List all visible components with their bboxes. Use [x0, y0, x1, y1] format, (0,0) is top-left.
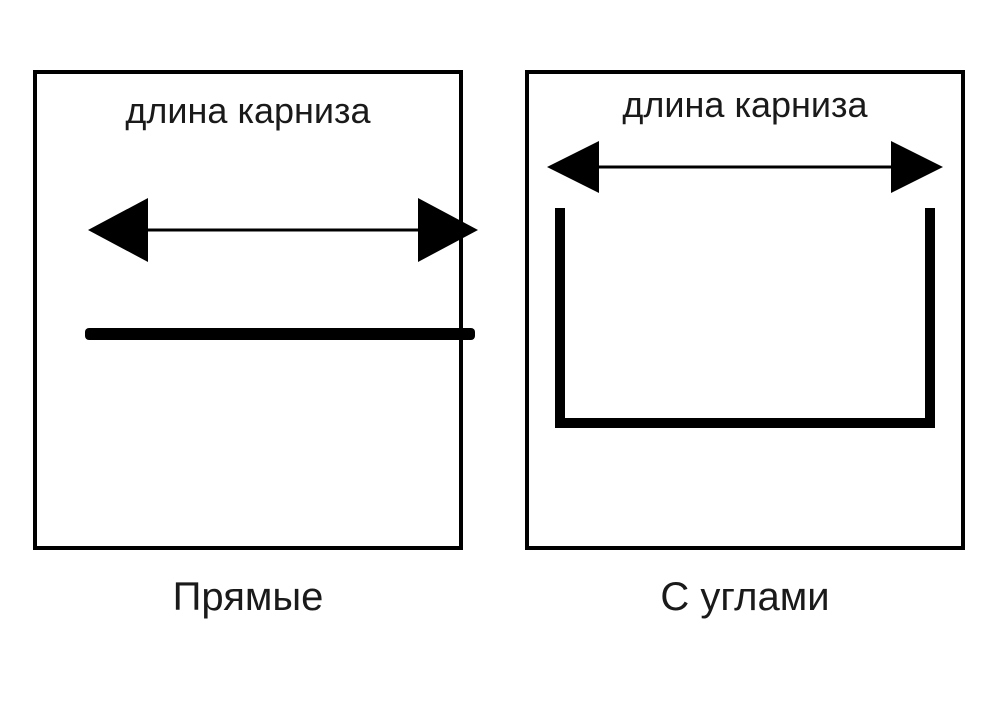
u-cornice-shape [555, 208, 935, 428]
double-arrow-icon [547, 130, 943, 204]
double-arrow-icon [88, 185, 478, 275]
right-dimension-arrow [547, 130, 943, 204]
left-caption: Прямые [33, 575, 463, 620]
right-dimension-label: длина карниза [525, 84, 965, 126]
right-panel: длина карниза [525, 70, 965, 550]
left-panel-border [33, 70, 463, 550]
left-dimension-label: длина карниза [33, 90, 463, 132]
straight-cornice-shape [85, 328, 475, 340]
left-dimension-arrow [88, 185, 478, 275]
right-caption: С углами [525, 575, 965, 620]
left-panel: длина карниза [33, 70, 463, 550]
